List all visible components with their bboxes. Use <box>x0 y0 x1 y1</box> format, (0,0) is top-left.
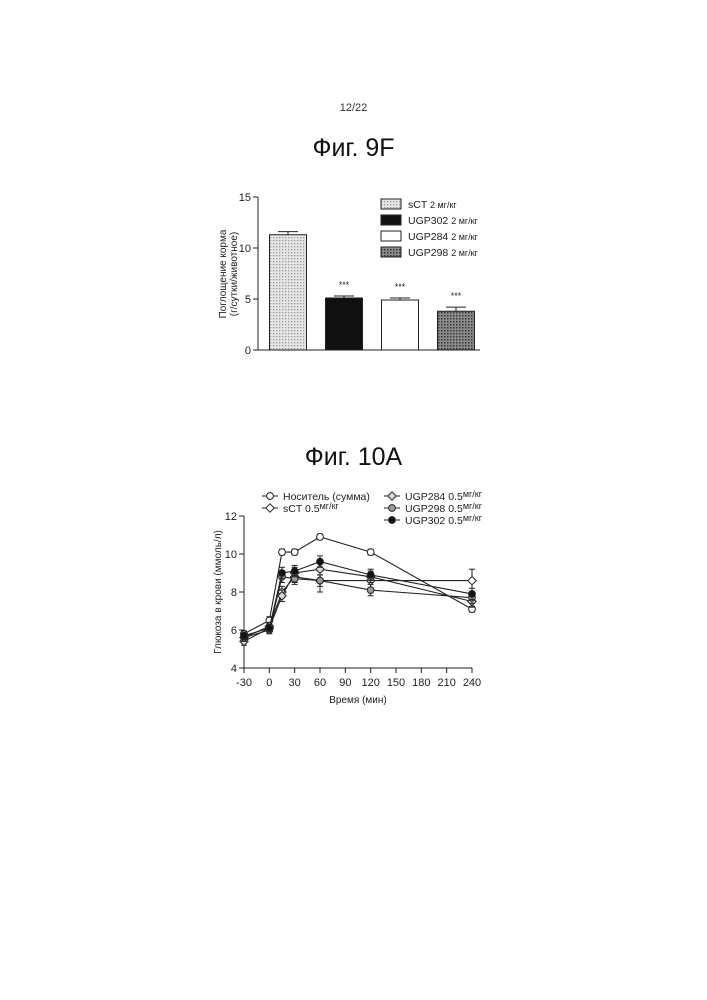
fig9f-significance-label: *** <box>395 282 406 292</box>
fig9f-y-axis-title: Поглощение корма(г/сутки/животное) <box>218 229 240 318</box>
fig9f-legend-swatch <box>381 215 401 225</box>
fig9f-y-tick-label: 5 <box>245 294 251 306</box>
fig9f-legend-swatch <box>381 231 401 241</box>
fig9f-legend-swatch <box>381 247 401 257</box>
fig9f-bar-ugp302 <box>326 298 363 350</box>
fig9f-legend-label: sCT 2 мг/кг <box>408 199 457 211</box>
fig9f-y-tick-label: 0 <box>245 345 251 357</box>
fig9f-legend-label: UGP284 2 мг/кг <box>408 231 479 243</box>
fig9f-significance-label: *** <box>451 291 462 301</box>
fig9f-bar-ugp298 <box>438 311 475 350</box>
fig9f-legend-label: UGP302 2 мг/кг <box>408 215 479 227</box>
fig9f-significance-label: *** <box>339 280 350 290</box>
fig9f-legend-swatch <box>381 199 401 209</box>
fig9f-bar-ugp284 <box>382 300 419 350</box>
fig9f-y-tick-label: 15 <box>239 192 251 204</box>
fig9f-legend-label: UGP298 2 мг/кг <box>408 247 479 259</box>
fig9f-y-tick-label: 10 <box>239 243 251 255</box>
fig9f-bar-sct <box>270 235 307 350</box>
